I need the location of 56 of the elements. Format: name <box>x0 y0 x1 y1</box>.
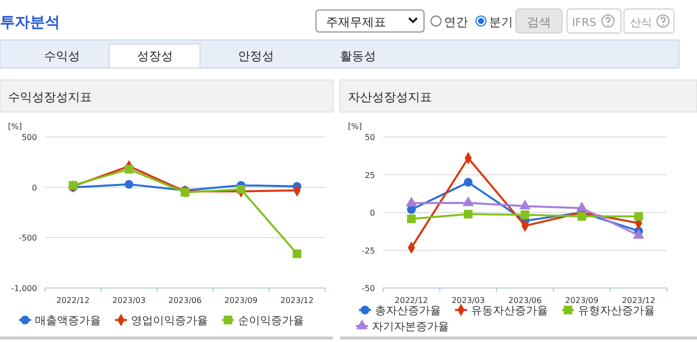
legend-label: 매출액증가율 <box>35 314 101 327</box>
y-tick-label: 0 <box>32 183 37 192</box>
text: 주재무제표 <box>326 15 386 29</box>
legend-label: 총자산증가율 <box>375 304 441 317</box>
x-tick-label: 2023/09 <box>224 296 258 305</box>
y-tick-label: 500 <box>22 133 37 142</box>
text: 검색 <box>527 15 551 29</box>
y-axis-title: [%] <box>8 122 22 131</box>
y-tick-label: 0 <box>370 208 375 218</box>
point <box>124 180 134 189</box>
y-tick-label: -25 <box>362 246 375 256</box>
point <box>634 212 643 221</box>
text: 산식 <box>630 16 652 29</box>
y-tick-label: -1,000 <box>11 284 37 293</box>
text: 분기 <box>489 15 513 29</box>
point <box>577 212 586 221</box>
y-tick-label: -50 <box>362 284 375 293</box>
text: 성장성 <box>137 49 173 63</box>
x-tick-label: 2023/06 <box>168 296 202 305</box>
point <box>464 178 473 187</box>
legend-label: 자기자본증가율 <box>372 320 449 333</box>
point <box>292 249 302 258</box>
y-tick-label: 50 <box>364 133 375 142</box>
text: IFRS <box>572 16 596 29</box>
point <box>462 196 474 206</box>
x-tick-label: 2022/12 <box>56 296 90 305</box>
legend-label: 순이익증가율 <box>238 314 304 327</box>
text: 투자분석 <box>0 13 60 31</box>
text: 수익성 <box>44 49 80 63</box>
x-tick-label: 2023/03 <box>112 296 146 305</box>
point <box>519 200 531 210</box>
text: 활동성 <box>340 49 376 63</box>
point <box>632 228 644 239</box>
legend-label: 유동자산증가율 <box>471 304 548 317</box>
legend-label: 유형자산증가율 <box>578 304 655 317</box>
point <box>406 196 418 206</box>
chart-title: 수익성장성지표 <box>8 90 92 104</box>
x-tick-label: 2022/12 <box>394 296 428 305</box>
point <box>407 214 416 224</box>
text: 연간 <box>444 15 468 29</box>
x-tick-label: 2023/09 <box>565 296 598 305</box>
point <box>520 210 530 220</box>
text: 안정성 <box>238 49 274 63</box>
x-tick-label: 2023/12 <box>280 296 314 305</box>
point <box>124 164 134 174</box>
point <box>236 185 246 194</box>
y-tick-label: 25 <box>364 170 375 180</box>
y-tick-label: -500 <box>18 234 37 243</box>
x-tick-label: 2023/03 <box>452 296 485 305</box>
point <box>576 202 588 212</box>
x-tick-label: 2023/06 <box>508 296 542 305</box>
chart-title: 자산성장성지표 <box>348 90 432 104</box>
y-axis-title: [%] <box>348 122 362 131</box>
point <box>464 210 473 218</box>
legend-label: 영업이익증가율 <box>131 314 208 327</box>
x-tick-label: 2023/12 <box>622 296 656 305</box>
